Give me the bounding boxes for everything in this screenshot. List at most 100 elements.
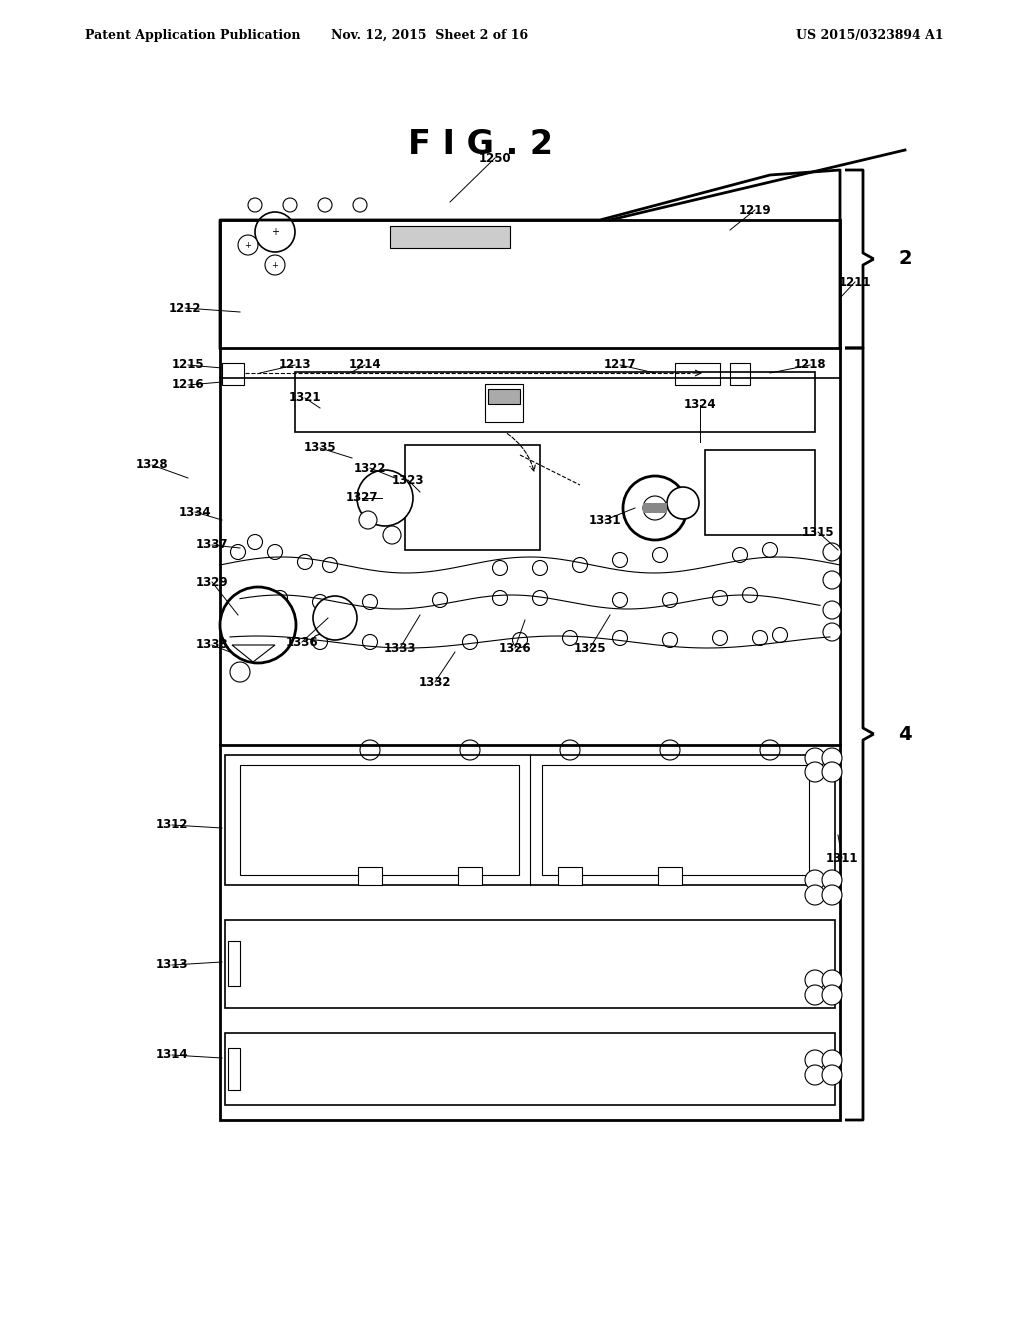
Text: 1336: 1336: [286, 635, 318, 648]
Circle shape: [383, 525, 401, 544]
Text: 1313: 1313: [156, 958, 188, 972]
Text: 1321: 1321: [289, 392, 322, 404]
Bar: [558, 867, 582, 884]
Text: 1328: 1328: [136, 458, 168, 471]
Circle shape: [823, 623, 841, 642]
Circle shape: [823, 601, 841, 619]
Circle shape: [432, 593, 447, 607]
Text: 1327: 1327: [346, 491, 378, 504]
Bar: [240, 766, 519, 875]
Bar: [488, 389, 520, 404]
Circle shape: [463, 635, 477, 649]
Circle shape: [493, 561, 508, 576]
Circle shape: [248, 535, 262, 549]
Circle shape: [612, 593, 628, 607]
Circle shape: [612, 631, 628, 645]
Text: 1217: 1217: [604, 359, 636, 371]
Circle shape: [822, 884, 842, 906]
Circle shape: [262, 631, 278, 645]
Circle shape: [805, 748, 825, 768]
Circle shape: [318, 198, 332, 213]
Circle shape: [760, 741, 780, 760]
Text: 1215: 1215: [172, 359, 205, 371]
Circle shape: [230, 544, 246, 560]
Text: 1329: 1329: [196, 576, 228, 589]
Circle shape: [353, 198, 367, 213]
Bar: [220, 220, 840, 1119]
Circle shape: [772, 627, 787, 643]
Text: 1216: 1216: [172, 379, 205, 392]
Text: 1218: 1218: [794, 359, 826, 371]
Bar: [390, 226, 510, 248]
Bar: [543, 766, 809, 875]
Circle shape: [360, 741, 380, 760]
Bar: [225, 1034, 835, 1105]
Text: 1325: 1325: [573, 642, 606, 655]
Circle shape: [362, 594, 378, 610]
Circle shape: [272, 590, 288, 606]
Circle shape: [805, 985, 825, 1005]
Circle shape: [265, 255, 285, 275]
Circle shape: [822, 762, 842, 781]
Text: 1315: 1315: [802, 525, 835, 539]
Circle shape: [248, 198, 262, 213]
Circle shape: [763, 543, 777, 557]
Text: Nov. 12, 2015  Sheet 2 of 16: Nov. 12, 2015 Sheet 2 of 16: [332, 29, 528, 41]
Circle shape: [823, 543, 841, 561]
Text: 1213: 1213: [279, 359, 311, 371]
Circle shape: [238, 235, 258, 255]
Circle shape: [255, 213, 295, 252]
Circle shape: [362, 635, 378, 649]
Text: 1214: 1214: [349, 359, 381, 371]
Circle shape: [562, 631, 578, 645]
Text: F I G . 2: F I G . 2: [408, 128, 553, 161]
Text: US 2015/0323894 A1: US 2015/0323894 A1: [797, 29, 944, 41]
Circle shape: [822, 985, 842, 1005]
Circle shape: [805, 1065, 825, 1085]
Circle shape: [560, 741, 580, 760]
Text: 1211: 1211: [839, 276, 871, 289]
Bar: [358, 867, 382, 884]
Text: 1311: 1311: [825, 851, 858, 865]
Circle shape: [753, 631, 768, 645]
Bar: [675, 363, 720, 385]
Text: 1324: 1324: [684, 399, 717, 412]
Circle shape: [460, 741, 480, 760]
Text: +: +: [271, 260, 279, 269]
Bar: [406, 445, 540, 550]
Text: 1337: 1337: [196, 539, 228, 552]
Circle shape: [805, 762, 825, 781]
Text: 1332: 1332: [419, 676, 452, 689]
Bar: [228, 941, 240, 986]
Circle shape: [713, 631, 727, 645]
Circle shape: [312, 635, 328, 649]
Text: 1338: 1338: [196, 639, 228, 652]
Circle shape: [805, 884, 825, 906]
Circle shape: [652, 548, 668, 562]
Circle shape: [663, 593, 678, 607]
Circle shape: [805, 970, 825, 990]
Text: 1212: 1212: [169, 301, 202, 314]
Circle shape: [822, 1049, 842, 1071]
Circle shape: [312, 594, 328, 610]
Text: 1250: 1250: [478, 152, 511, 165]
Circle shape: [667, 487, 699, 519]
Text: 4: 4: [898, 725, 911, 743]
Circle shape: [612, 553, 628, 568]
Circle shape: [359, 511, 377, 529]
Circle shape: [822, 970, 842, 990]
Circle shape: [822, 870, 842, 890]
Text: +: +: [271, 227, 279, 238]
Bar: [643, 503, 667, 513]
Circle shape: [660, 741, 680, 760]
Text: 1333: 1333: [384, 642, 416, 655]
Circle shape: [532, 590, 548, 606]
Bar: [225, 755, 835, 884]
Text: Patent Application Publication: Patent Application Publication: [85, 29, 300, 41]
Circle shape: [805, 870, 825, 890]
Circle shape: [298, 554, 312, 569]
Text: 1219: 1219: [738, 203, 771, 216]
Circle shape: [732, 548, 748, 562]
Circle shape: [512, 632, 527, 648]
Circle shape: [357, 470, 413, 525]
